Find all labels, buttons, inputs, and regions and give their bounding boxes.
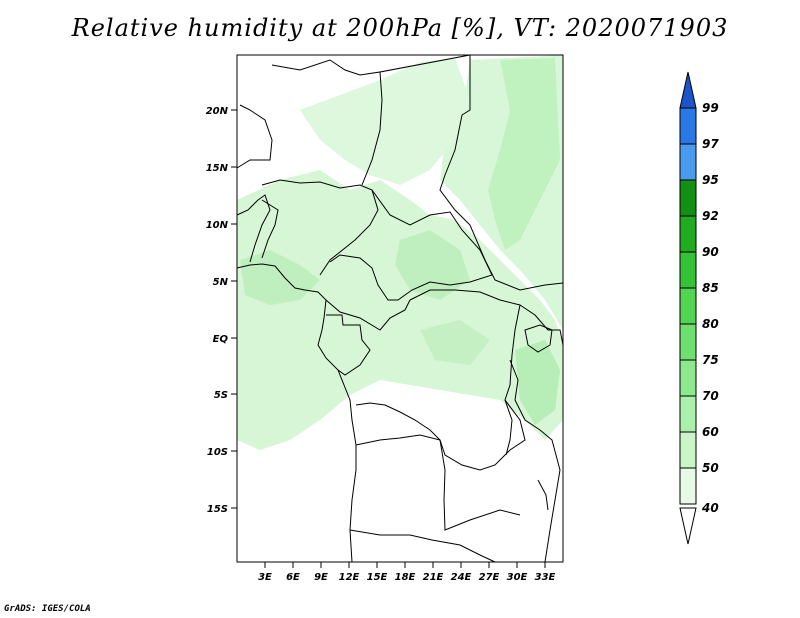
border-congo xyxy=(325,299,411,331)
border-north-2 xyxy=(261,179,379,276)
colorbar-label-40: 40 xyxy=(701,501,719,515)
colorbar-segment-70 xyxy=(679,395,697,433)
colorbar-label-95: 95 xyxy=(702,173,719,187)
border-south xyxy=(349,529,496,563)
colorbar-label-50: 50 xyxy=(702,461,719,475)
colorbar-label-60: 60 xyxy=(702,425,719,439)
lat-label-10n: 10N xyxy=(206,220,229,231)
lon-label-27e: 27E xyxy=(479,572,500,583)
colorbar-segment-80 xyxy=(679,323,697,361)
lat-label-15s: 15S xyxy=(207,504,228,515)
border-lakes xyxy=(509,359,561,563)
border-angola xyxy=(355,434,521,531)
colorbar-segment-92 xyxy=(679,215,697,253)
border-lake-victoria xyxy=(524,324,553,353)
humidity-band-central xyxy=(237,170,563,450)
lon-label-6e: 6E xyxy=(286,572,300,583)
border-east xyxy=(519,304,564,346)
colorbar-segment-90 xyxy=(679,251,697,289)
lat-label-10s: 10S xyxy=(207,447,228,458)
colorbar-label-97: 97 xyxy=(702,137,719,151)
chart-title: Relative humidity at 200hPa [%], VT: 202… xyxy=(71,14,729,42)
border-sudan xyxy=(379,54,564,291)
colorbar-segment-99 xyxy=(679,107,697,145)
colorbar-segment-95 xyxy=(679,179,697,217)
lat-label-5s: 5S xyxy=(214,390,228,401)
colorbar-label-70: 70 xyxy=(702,389,719,403)
lon-label-24e: 24E xyxy=(451,572,472,583)
lat-label-5n: 5N xyxy=(213,277,229,288)
colorbar-segment-50 xyxy=(679,467,697,505)
colorbar-segment-85 xyxy=(679,287,697,325)
border-car xyxy=(329,189,493,301)
border-lake-tanganyika xyxy=(504,399,513,456)
humidity-band-east-inner xyxy=(488,58,560,250)
border-lake-malawi xyxy=(537,479,549,511)
humidity-shading xyxy=(237,55,563,450)
colorbar-bottom-arrow xyxy=(679,507,697,545)
lat-label-15n: 15N xyxy=(206,163,229,174)
country-borders xyxy=(236,54,564,563)
map-frame xyxy=(236,54,564,563)
colorbar-segment-97 xyxy=(679,143,697,181)
lat-label-20n: 20N xyxy=(206,106,229,117)
colorbar-label-85: 85 xyxy=(702,281,719,295)
colorbar-segment-75 xyxy=(679,359,697,397)
lon-label-3e: 3E xyxy=(258,572,272,583)
colorbar-label-92: 92 xyxy=(702,209,719,223)
colorbar-label-90: 90 xyxy=(702,245,719,259)
colorbar-label-80: 80 xyxy=(702,317,719,331)
lat-label-eq: EQ xyxy=(213,334,229,345)
border-gabon xyxy=(326,314,371,376)
colorbar-label-99: 99 xyxy=(702,101,719,115)
lon-label-21e: 21E xyxy=(423,572,444,583)
border-west-2 xyxy=(261,199,279,259)
lon-label-15e: 15E xyxy=(367,572,388,583)
lon-label-33e: 33E xyxy=(535,572,556,583)
lon-label-18e: 18E xyxy=(395,572,416,583)
border-north-1 xyxy=(236,104,273,169)
colorbar: 99 97 95 92 90 85 80 75 70 60 50 40 xyxy=(679,71,719,545)
grads-credit: GrADS: IGES/COLA xyxy=(4,604,91,614)
lon-label-12e: 12E xyxy=(339,572,360,583)
border-drc xyxy=(355,289,526,471)
humidity-core-south xyxy=(420,320,490,365)
humidity-band-north xyxy=(300,58,470,185)
colorbar-top-arrow xyxy=(679,71,697,109)
longitude-axis: 3E 6E 9E 12E 15E 18E 21E 24E 27E 30E 33E xyxy=(258,562,556,583)
latitude-axis: 20N 15N 10N 5N EQ 5S 10S 15S xyxy=(206,106,237,515)
border-west-1 xyxy=(236,194,271,263)
humidity-core-central xyxy=(395,230,470,300)
coastline xyxy=(236,263,357,563)
colorbar-segment-60 xyxy=(679,431,697,469)
lon-label-9e: 9E xyxy=(314,572,328,583)
border-chad xyxy=(271,59,383,186)
lon-label-30e: 30E xyxy=(507,572,528,583)
colorbar-label-75: 75 xyxy=(702,353,719,367)
humidity-core-lake xyxy=(515,340,560,425)
